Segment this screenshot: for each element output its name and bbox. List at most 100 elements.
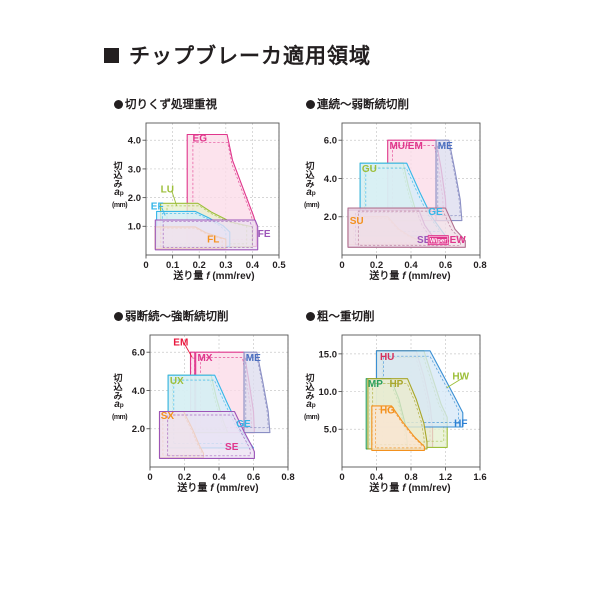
x-tick-label: 0.4 xyxy=(370,472,384,483)
y-tick-label: 10.0 xyxy=(319,387,338,398)
y-tick-label: 4.0 xyxy=(132,386,145,397)
region-inner-SEW xyxy=(357,210,461,246)
panel-continuous-light-interrupted: 連続～弱断続切削 0 0.2 0.4 0.6 0.8 2.0 4.0 6.0 MU/EM ME GU… xyxy=(304,96,491,285)
chart-4-y-axis-label: 切込み ap (mm) xyxy=(304,373,320,421)
chart-4-x-axis-label: 送り量 f (mm/rev) xyxy=(369,483,451,494)
series-label-ME: ME xyxy=(246,353,261,364)
y-tick-label: 3.0 xyxy=(128,164,141,175)
y-tick-label: 1.0 xyxy=(128,222,141,233)
series-label-UX: UX xyxy=(170,376,184,387)
y-tick-label: 5.0 xyxy=(324,425,337,436)
plot-frame xyxy=(145,122,280,256)
page-title-text: チップブレーカ適用領域 xyxy=(129,45,371,68)
region-SE xyxy=(158,410,255,459)
x-tick-label: 0.5 xyxy=(272,260,286,271)
x-tick-label: 0.2 xyxy=(178,472,191,483)
panel-1-title-text: 切りくず処理重視 xyxy=(125,99,217,111)
x-tick-label: 0.8 xyxy=(404,472,417,483)
panel-light-heavy-interrupted: 弱断続～強断続切削 0 0.2 0.4 0.6 0.8 2.0 4.0 6.0 EM MX ME UX… xyxy=(112,308,299,497)
x-tick-label: 0.4 xyxy=(404,260,418,271)
filled-square-icon xyxy=(104,47,119,63)
panel-4-title-text: 粗～重切削 xyxy=(317,311,375,323)
series-label-HF: HF xyxy=(454,418,467,429)
x-tick-label: 0.3 xyxy=(219,260,232,271)
panel-chip-control: 切りくず処理重視 0 0.1 0.2 0.3 0.4 0.5 1.0 2.0 3.0 4.0 EG L… xyxy=(112,96,289,285)
leader-line xyxy=(446,377,464,389)
y-tick-label: 4.0 xyxy=(128,136,141,147)
chart-4: 0 0.4 0.8 1.2 1.6 5.0 10.0 15.0 HU HW MP HP HG HF 切込み… xyxy=(304,327,491,497)
series-label-EM: EM xyxy=(173,338,188,349)
wiper-badge-fill xyxy=(429,236,448,244)
chart-1: 0 0.1 0.2 0.3 0.4 0.5 1.0 2.0 3.0 4.0 EG LU EF FL FE 切… xyxy=(112,115,289,285)
series-label-HU: HU xyxy=(380,352,394,363)
chart-1-y-axis-label: 切込み ap (mm) xyxy=(112,161,128,209)
series-label-LU: LU xyxy=(161,184,174,195)
y-tick-label: 2.0 xyxy=(132,424,145,435)
panel-rough-heavy-cutting: 粗～重切削 0 0.4 0.8 1.2 1.6 5.0 10.0 15.0 HU HW MP HP HG… xyxy=(304,308,491,497)
x-tick-label: 0 xyxy=(339,472,344,483)
panel-3-plot: 0 0.2 0.4 0.6 0.8 2.0 4.0 6.0 EM MX ME UX GE SX SE xyxy=(132,334,295,483)
series-label-GU: GU xyxy=(362,164,377,175)
panel-1-plot: 0 0.1 0.2 0.3 0.4 0.5 1.0 2.0 3.0 4.0 EG LU EF FL FE xyxy=(128,122,286,271)
x-tick-label: 0.6 xyxy=(439,260,452,271)
y-tick-label: 2.0 xyxy=(128,193,141,204)
y-tick-label: 6.0 xyxy=(324,136,337,147)
region-inner-FE xyxy=(162,221,253,249)
series-label-EF: EF xyxy=(151,202,164,213)
series-label-FL: FL xyxy=(207,234,219,245)
series-label-FE: FE xyxy=(258,229,271,240)
series-label-SEW: SEW xyxy=(443,235,466,246)
region-inner-ME xyxy=(245,357,269,428)
y-tick-label: 15.0 xyxy=(319,349,338,360)
region-inner-GE xyxy=(173,379,249,444)
series-label-MU-EM: MU/EM xyxy=(389,141,422,152)
x-tick-label: 0.8 xyxy=(281,472,294,483)
panel-3-title-text: 弱断続～強断続切削 xyxy=(125,311,229,323)
region-FE xyxy=(154,219,259,251)
x-tick-label: 0.1 xyxy=(166,260,180,271)
series-label-HP: HP xyxy=(389,379,403,390)
region-HG xyxy=(371,405,425,451)
y-tick-label: 6.0 xyxy=(132,348,145,359)
bullet-icon xyxy=(306,311,315,321)
x-tick-label: 0.6 xyxy=(247,472,260,483)
series-label-GE: GE xyxy=(428,207,443,218)
chart-3-y-axis-label: 切込み ap (mm) xyxy=(112,373,128,421)
series-label-SU: SU xyxy=(350,216,364,227)
x-tick-label: 0.4 xyxy=(212,472,226,483)
chart-2-x-axis-label: 送り量 f (mm/rev) xyxy=(369,271,451,282)
y-tick-label: 2.0 xyxy=(324,212,337,223)
series-label-HG: HG xyxy=(380,405,395,416)
series-label-HW: HW xyxy=(452,372,469,383)
x-tick-label: 0.4 xyxy=(246,260,260,271)
panel-3-title: 弱断続～強断続切削 xyxy=(114,308,299,324)
panel-1-title: 切りくず処理重視 xyxy=(114,96,289,112)
series-label-MX: MX xyxy=(197,353,212,364)
panel-2-plot: 0 0.2 0.4 0.6 0.8 2.0 4.0 6.0 MU/EM ME GU GE SU SE SEW… xyxy=(324,122,487,271)
bullet-icon xyxy=(114,99,123,109)
series-label-ME: ME xyxy=(438,141,453,152)
chart-3-x-axis-label: 送り量 f (mm/rev) xyxy=(177,483,259,494)
chart-2-y-axis-label: 切込み ap (mm) xyxy=(304,161,320,209)
region-inner-SE xyxy=(167,414,251,457)
series-label-MP: MP xyxy=(368,379,383,390)
region-ME xyxy=(243,351,271,434)
x-tick-label: 1.6 xyxy=(473,472,486,483)
x-tick-label: 0 xyxy=(143,260,148,271)
leader-line xyxy=(183,343,193,358)
region-inner-HF xyxy=(383,355,459,423)
region-inner-HP xyxy=(372,383,425,446)
region-inner-HG xyxy=(375,408,422,449)
page-title: チップブレーカ適用領域 xyxy=(104,40,371,70)
series-label-GE: GE xyxy=(236,419,251,430)
y-tick-label: 4.0 xyxy=(324,174,337,185)
x-tick-label: 0 xyxy=(339,260,344,271)
leader-line xyxy=(171,190,178,206)
region-inner-LU xyxy=(166,205,248,245)
region-inner-ME xyxy=(437,145,461,216)
bullet-icon xyxy=(114,311,123,321)
panel-4-title: 粗～重切削 xyxy=(306,308,491,324)
series-label-EG: EG xyxy=(193,134,208,145)
region-ME xyxy=(435,139,463,222)
